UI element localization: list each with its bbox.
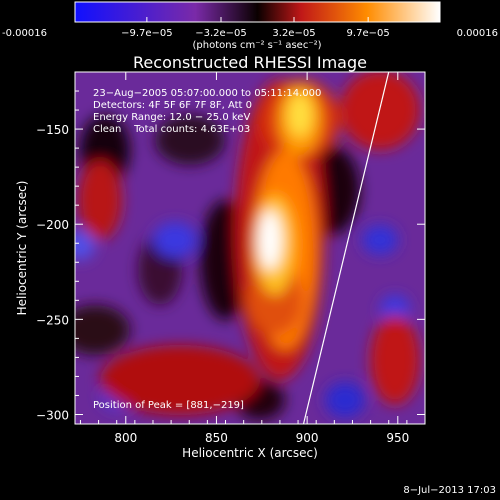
colorbar-unit-label: (photons cm⁻² s⁻¹ asec⁻²) <box>192 40 321 51</box>
plot-frame <box>74 71 426 425</box>
limb-line <box>302 72 390 424</box>
x-tick-label: 950 <box>386 431 409 445</box>
y-axis-label: Heliocentric Y (arcsec) <box>15 181 29 316</box>
colorbar-tick-label: 9.7e−05 <box>347 28 390 39</box>
footer-timestamp: 8−Jul−2013 17:03 <box>403 485 496 496</box>
info-line-time: 23−Aug−2005 05:07:00.000 to 05:11:14.000 <box>93 88 321 99</box>
colorbar-tick-label: −9.7e−05 <box>121 28 173 39</box>
colorbar-tick-label: 3.2e−05 <box>272 28 315 39</box>
y-tick-label: −150 <box>36 123 69 137</box>
info-line-energy: Energy Range: 12.0 − 25.0 keV <box>93 112 250 123</box>
x-tick-label: 850 <box>205 431 228 445</box>
y-tick-label: −200 <box>36 218 69 232</box>
info-line-counts: Clean Total counts: 4.63E+03 <box>93 124 250 135</box>
x-tick-label: 900 <box>296 431 319 445</box>
y-axis: −150 −200 −250 −300 <box>36 71 425 422</box>
colorbar: -0.00016 −9.7e−05 −3.2e−05 3.2e−05 9.7e−05 0.… <box>2 1 498 51</box>
y-tick-label: −300 <box>36 408 69 422</box>
heatmap-image <box>75 72 425 424</box>
info-overlay: 23−Aug−2005 05:07:00.000 to 05:11:14.000… <box>93 88 321 411</box>
colorbar-tick-label: −3.2e−05 <box>195 28 247 39</box>
colorbar-tick-label: 0.00016 <box>457 28 498 39</box>
colorbar-ticks: -0.00016 −9.7e−05 −3.2e−05 3.2e−05 9.7e−05 0.… <box>2 17 498 39</box>
info-line-detectors: Detectors: 4F 5F 6F 7F 8F, Att 0 <box>93 100 252 111</box>
x-axis-label: Heliocentric X (arcsec) <box>182 446 318 460</box>
colorbar-tick-label: -0.00016 <box>2 28 47 39</box>
chart-title: Reconstructed RHESSI Image <box>133 53 367 72</box>
peak-position-label: Position of Peak = [881,−219] <box>93 400 244 411</box>
x-tick-label: 800 <box>114 431 137 445</box>
x-axis: 800 850 900 950 <box>79 72 426 445</box>
y-tick-label: −250 <box>36 313 69 327</box>
colorbar-gradient <box>74 1 441 23</box>
